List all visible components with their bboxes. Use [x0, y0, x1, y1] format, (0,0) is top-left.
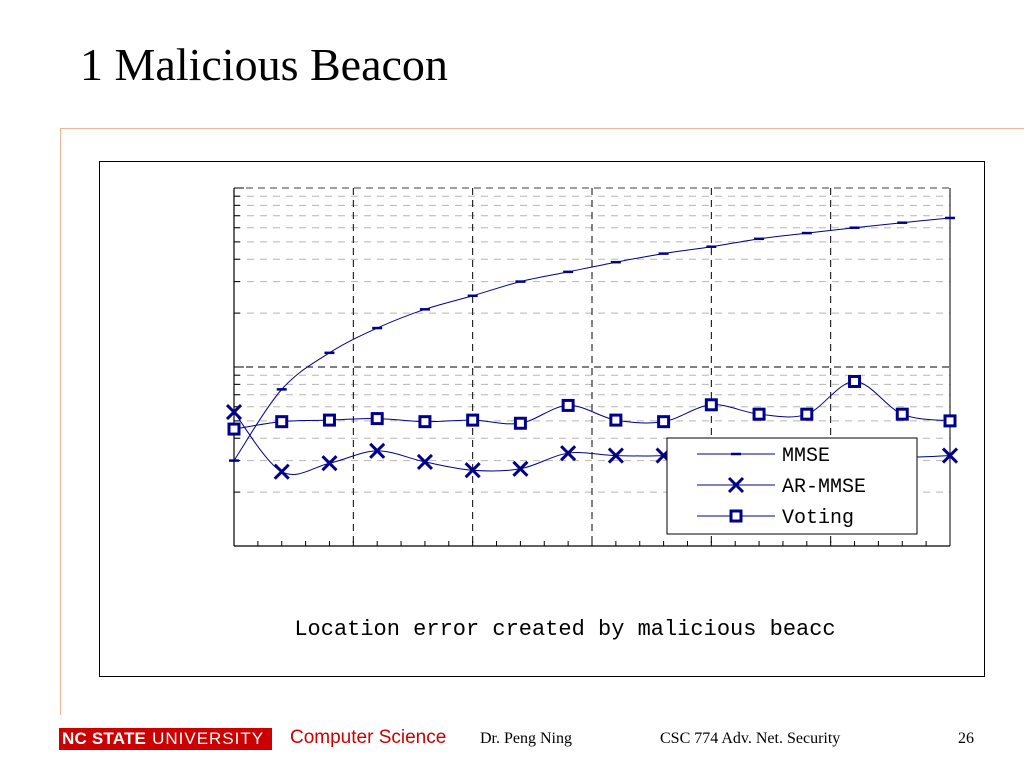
chart-frame: MMSE AR-MMSE Voting Location error created… [99, 161, 985, 677]
accent-rule-vertical [60, 128, 61, 715]
x-stroke [416, 453, 433, 470]
x-stroke [727, 476, 745, 494]
legend-marker [727, 476, 745, 494]
data-point-voting [418, 415, 432, 429]
x-stroke [464, 462, 481, 479]
data-point-ar-mmse [464, 462, 481, 479]
data-point-ar-mmse [607, 447, 624, 464]
data-point-voting [752, 407, 766, 421]
data-point-voting [370, 412, 384, 426]
data-point-voting [561, 398, 575, 412]
x-stroke [321, 455, 338, 472]
data-point-ar-mmse [369, 442, 386, 459]
series-voting [227, 374, 957, 436]
author-name: Dr. Peng Ning [480, 730, 572, 747]
data-point-voting [943, 414, 957, 428]
legend-item-mmse: MMSE [697, 445, 830, 468]
data-point-ar-mmse [941, 447, 959, 464]
legend-item-ar-mmse: AR-MMSE [697, 476, 866, 499]
data-point-voting [800, 407, 814, 421]
x-stroke [225, 404, 243, 421]
legend-label: AR-MMSE [782, 476, 866, 499]
data-point-voting [466, 413, 480, 427]
department-name: Computer Science [290, 727, 447, 748]
data-point-voting [848, 374, 862, 388]
data-point-voting [657, 415, 671, 429]
legend-label: Voting [782, 507, 854, 530]
data-point-voting [513, 416, 527, 430]
page-number: 26 [958, 730, 974, 747]
data-point-voting [275, 415, 289, 429]
x-stroke [273, 463, 290, 480]
logo-text-bold: NC STATE [59, 728, 153, 750]
series-line-voting [233, 380, 951, 430]
data-point-voting [895, 407, 909, 421]
legend-marker [729, 509, 743, 523]
x-stroke [941, 447, 959, 464]
accent-rule-horizontal [60, 128, 1024, 129]
data-point-ar-mmse [273, 463, 290, 480]
data-point-voting [227, 422, 241, 436]
slide-footer: NC STATE UNIVERSITY Computer Science Dr.… [0, 720, 1024, 760]
chart-caption: Location error created by malicious beac… [294, 617, 835, 642]
data-point-voting [322, 413, 336, 427]
data-point-voting [704, 398, 718, 412]
data-point-voting [609, 413, 623, 427]
legend-label: MMSE [782, 445, 830, 468]
data-point-ar-mmse [512, 460, 529, 477]
slide-title: 1 Malicious Beacon [80, 39, 448, 90]
x-stroke [512, 460, 529, 477]
logo-text-light: UNIVERSITY [152, 728, 273, 750]
data-point-ar-mmse [416, 453, 433, 470]
course-name: CSC 774 Adv. Net. Security [660, 730, 841, 747]
legend-item-voting: Voting [697, 507, 854, 530]
series-mmse [229, 216, 955, 462]
location-error-chart: MMSE AR-MMSE Voting Location error created… [225, 187, 959, 642]
data-point-ar-mmse [225, 404, 243, 421]
ncsu-logo: NC STATE UNIVERSITY [59, 728, 273, 750]
data-point-ar-mmse [560, 445, 577, 462]
x-stroke [560, 445, 577, 462]
data-point-ar-mmse [321, 455, 338, 472]
x-stroke [607, 447, 624, 464]
x-stroke [369, 442, 386, 459]
series-line-mmse [233, 217, 951, 461]
